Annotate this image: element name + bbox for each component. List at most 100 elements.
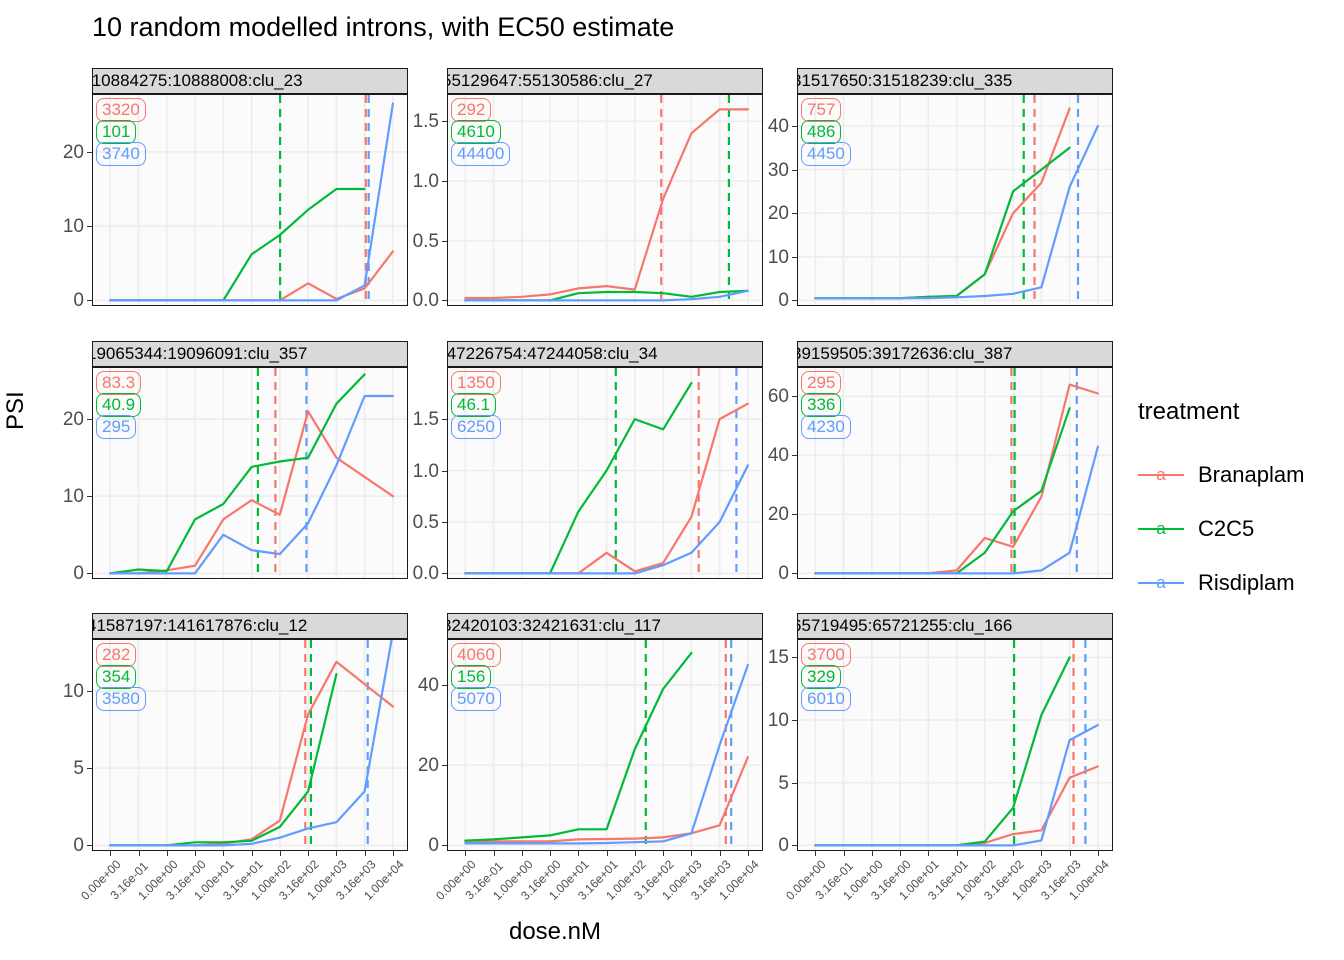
y-axis-tick-label: 20 <box>62 409 84 431</box>
legend-item-risdiplam[interactable]: a Risdiplam <box>1138 556 1304 610</box>
y-axis-tick-label: 1.5 <box>412 111 439 133</box>
ec50-label-c2c5: 354 <box>96 665 137 689</box>
plot-area <box>797 94 1113 306</box>
ec50-label-c2c5: 486 <box>801 120 842 144</box>
x-axis-tick-mark <box>1041 851 1043 856</box>
y-axis-tick-mark <box>87 419 92 421</box>
plot-area <box>797 639 1113 851</box>
legend-item-label: Risdiplam <box>1198 570 1295 595</box>
y-axis-tick-label: 0 <box>73 563 84 585</box>
legend-item-label: C2C5 <box>1198 516 1255 541</box>
ec50-label-c2c5: 101 <box>96 120 137 144</box>
y-axis-tick-label: 10 <box>62 486 84 508</box>
y-axis-tick-mark <box>792 720 797 722</box>
ec50-label-c2c5: 156 <box>451 665 492 689</box>
ec50-label-risdiplam: 4230 <box>801 415 851 439</box>
y-axis-tick-mark <box>87 691 92 693</box>
legend: treatment a Branaplam a C2C5 a Risdiplam <box>1138 398 1304 610</box>
y-axis-tick-mark <box>442 419 447 421</box>
y-axis-tick-mark <box>442 765 447 767</box>
ec50-label-risdiplam: 3740 <box>96 142 146 166</box>
x-axis-tick-mark <box>747 851 749 856</box>
y-axis-label: PSI <box>2 391 29 430</box>
y-axis-tick-label: 30 <box>767 159 789 181</box>
y-axis-tick-label: 0.5 <box>412 230 439 252</box>
legend-key-glyph: a <box>1156 465 1166 484</box>
ec50-label-risdiplam: 4450 <box>801 142 851 166</box>
x-axis-tick-mark <box>465 851 467 856</box>
x-axis-tick-mark <box>956 851 958 856</box>
facet-strip-label: :10884275:10888008:clu_23 <box>92 68 408 94</box>
x-axis-tick-mark <box>871 851 873 856</box>
facet-strip-label: 65719495:65721255:clu_166 <box>797 613 1113 639</box>
y-axis-tick-mark <box>442 121 447 123</box>
x-axis-tick-mark <box>1097 851 1099 856</box>
x-axis-tick-mark <box>336 851 338 856</box>
ec50-label-risdiplam: 5070 <box>451 687 501 711</box>
ec50-label-c2c5: 46.1 <box>451 393 497 417</box>
legend-item-c2c5[interactable]: a C2C5 <box>1138 502 1304 556</box>
ec50-label-branaplam: 292 <box>451 98 492 122</box>
y-axis-tick-label: 15 <box>767 647 789 669</box>
facet-strip-text: 31517650:31518239:clu_335 <box>797 71 1013 90</box>
ec50-label-branaplam: 757 <box>801 98 842 122</box>
y-axis-tick-mark <box>442 470 447 472</box>
y-axis-tick-mark <box>792 125 797 127</box>
y-axis-tick-mark <box>442 300 447 302</box>
x-axis-label: dose.nM <box>508 918 602 945</box>
plot-area <box>92 639 408 851</box>
x-axis-tick-mark <box>984 851 986 856</box>
y-axis-tick-mark <box>792 782 797 784</box>
legend-item-branaplam[interactable]: a Branaplam <box>1138 448 1304 502</box>
y-axis-tick-mark <box>87 226 92 228</box>
ec50-label-risdiplam: 3580 <box>96 687 146 711</box>
ec50-label-branaplam: 295 <box>801 371 842 395</box>
plot-area <box>797 367 1113 579</box>
y-axis-tick-label: 0.0 <box>412 563 439 585</box>
y-axis-tick-label: 20 <box>767 504 789 526</box>
facet-strip-label: :47226754:47244058:clu_34 <box>447 341 763 367</box>
y-axis-tick-label: 1.5 <box>412 409 439 431</box>
y-axis-tick-mark <box>442 181 447 182</box>
y-axis-tick-mark <box>87 768 92 770</box>
legend-key-glyph: a <box>1156 573 1166 592</box>
y-axis-tick-label: 60 <box>767 386 789 408</box>
y-axis-tick-mark <box>87 573 92 575</box>
y-axis-tick-label: 5 <box>778 772 789 794</box>
y-axis-tick-mark <box>792 213 797 215</box>
legend-key-icon: a <box>1138 570 1184 596</box>
y-axis-tick-label: 0 <box>778 563 789 585</box>
y-axis-tick-label: 10 <box>767 710 789 732</box>
facet-strip-text: 55129647:55130586:clu_27 <box>447 71 653 90</box>
x-axis-tick-mark <box>195 851 197 856</box>
plot-area <box>447 639 763 851</box>
x-axis-tick-mark <box>364 851 366 856</box>
y-axis-tick-label: 40 <box>767 115 789 137</box>
x-axis-tick-mark <box>900 851 901 856</box>
x-axis-tick-mark <box>166 851 168 856</box>
facet-strip-text: 65719495:65721255:clu_166 <box>797 616 1013 635</box>
x-axis-tick-mark <box>815 851 817 856</box>
y-axis-tick-label: 20 <box>417 755 439 777</box>
y-axis-tick-mark <box>792 514 797 516</box>
x-axis-tick-mark <box>251 851 253 856</box>
ec50-label-branaplam: 4060 <box>451 643 501 667</box>
y-axis-tick-mark <box>442 573 447 575</box>
y-axis-tick-label: 20 <box>767 203 789 225</box>
x-axis-tick-mark <box>392 851 394 856</box>
y-axis-tick-mark <box>442 845 447 847</box>
x-axis-tick-mark <box>578 851 580 856</box>
y-axis-tick-mark <box>792 455 797 457</box>
ec50-label-c2c5: 4610 <box>451 120 501 144</box>
y-axis-tick-label: 10 <box>62 216 84 238</box>
x-axis-tick-mark <box>1069 851 1071 856</box>
ec50-label-risdiplam: 6010 <box>801 687 851 711</box>
facet-strip-text: 41587197:141617876:clu_12 <box>92 616 308 635</box>
legend-key-line <box>1138 474 1184 476</box>
y-axis-tick-mark <box>792 169 797 171</box>
x-axis-tick-mark <box>719 851 721 856</box>
ec50-label-risdiplam: 44400 <box>451 142 511 166</box>
x-axis-tick-mark <box>928 851 930 856</box>
x-axis-tick-mark <box>521 851 523 856</box>
facet-strip-text: 32420103:32421631:clu_117 <box>447 616 662 635</box>
